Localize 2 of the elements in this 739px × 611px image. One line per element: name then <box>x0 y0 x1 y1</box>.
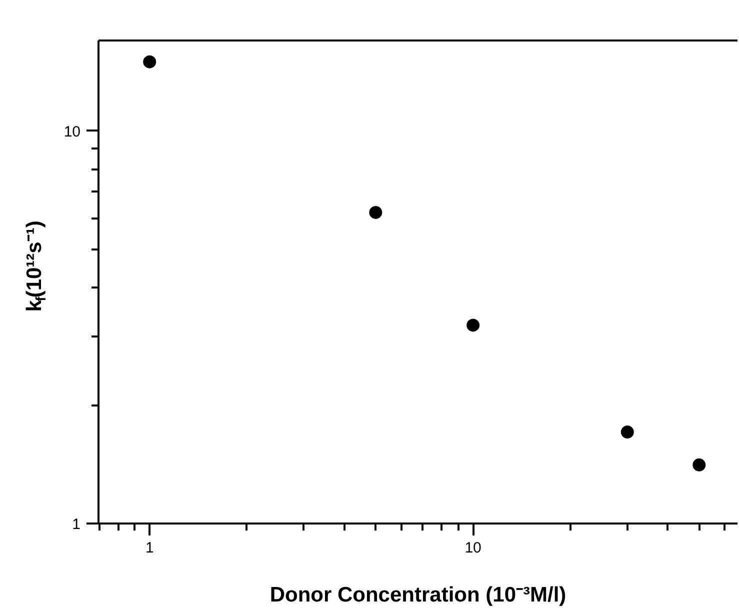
x-axis-title: Donor Concentration (10⁻³M/l) <box>270 584 566 606</box>
y-axis-title: kf(10¹²s⁻¹) <box>23 220 48 312</box>
